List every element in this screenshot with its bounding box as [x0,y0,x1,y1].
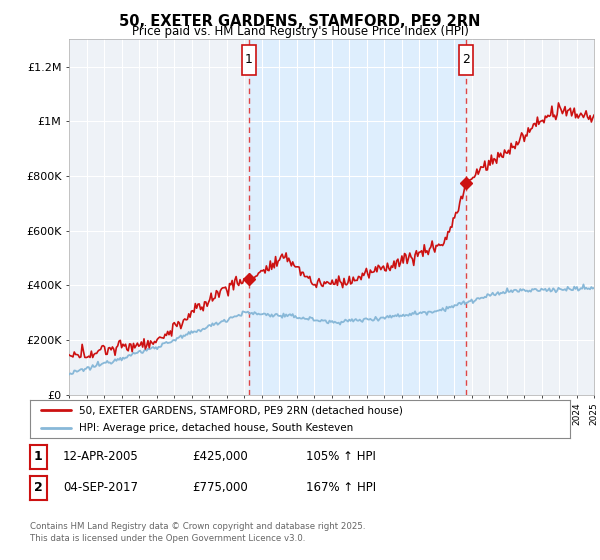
Text: 2: 2 [462,53,470,66]
FancyBboxPatch shape [459,45,473,75]
Text: 1: 1 [245,53,253,66]
Text: 50, EXETER GARDENS, STAMFORD, PE9 2RN: 50, EXETER GARDENS, STAMFORD, PE9 2RN [119,14,481,29]
Bar [249,39,466,395]
Text: 2: 2 [34,481,43,494]
Text: 1: 1 [34,450,43,464]
Text: 12-APR-2005: 12-APR-2005 [63,450,139,464]
Text: 167% ↑ HPI: 167% ↑ HPI [306,481,376,494]
Text: 50, EXETER GARDENS, STAMFORD, PE9 2RN (detached house): 50, EXETER GARDENS, STAMFORD, PE9 2RN (d… [79,405,403,415]
Text: HPI: Average price, detached house, South Kesteven: HPI: Average price, detached house, Sout… [79,423,353,433]
Text: 105% ↑ HPI: 105% ↑ HPI [306,450,376,464]
FancyBboxPatch shape [242,45,256,75]
Text: Contains HM Land Registry data © Crown copyright and database right 2025.
This d: Contains HM Land Registry data © Crown c… [30,522,365,543]
Text: Price paid vs. HM Land Registry's House Price Index (HPI): Price paid vs. HM Land Registry's House … [131,25,469,38]
Text: 04-SEP-2017: 04-SEP-2017 [63,481,138,494]
Text: £425,000: £425,000 [192,450,248,464]
Text: £775,000: £775,000 [192,481,248,494]
